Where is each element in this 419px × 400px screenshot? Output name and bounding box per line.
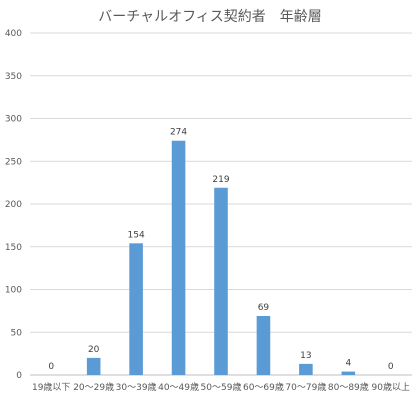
- data-label: 0: [48, 362, 54, 372]
- bar-7: [341, 371, 356, 375]
- bars: [86, 140, 356, 375]
- data-label: 20: [88, 345, 100, 355]
- data-label: 4: [345, 359, 351, 369]
- bar-1: [86, 357, 101, 375]
- category-label: 30～39歳: [116, 381, 157, 393]
- category-label: 40～49歳: [158, 381, 199, 393]
- y-tick-label: 300: [5, 115, 22, 125]
- bar-2: [129, 243, 143, 375]
- bar-6: [299, 363, 313, 375]
- y-tick-label: 250: [5, 157, 22, 167]
- y-tick-label: 350: [5, 72, 22, 82]
- y-axis-ticks: 0 50 100 150 200 250 300 350 400: [5, 29, 22, 381]
- x-axis-categories: 19歳以下 20～29歳 30～39歳 40～49歳 50～59歳 60～69歳 70～79…: [32, 381, 410, 393]
- data-label: 154: [128, 230, 145, 240]
- bar-3: [171, 140, 186, 375]
- y-tick-label: 200: [5, 200, 22, 210]
- category-label: 19歳以下: [32, 381, 70, 393]
- data-label: 274: [170, 128, 187, 138]
- bar-4: [214, 187, 228, 375]
- category-label: 90歳以上: [372, 381, 410, 393]
- category-label: 20～29歳: [73, 381, 114, 393]
- y-tick-label: 100: [5, 286, 22, 296]
- category-label: 60～69歳: [243, 381, 284, 393]
- y-tick-label: 50: [11, 328, 23, 338]
- category-label: 80～89歳: [328, 381, 369, 393]
- category-label: 70～79歳: [285, 381, 326, 393]
- category-label: 50～59歳: [201, 381, 242, 393]
- data-label: 0: [388, 362, 394, 372]
- y-tick-label: 150: [5, 243, 22, 253]
- data-label: 69: [258, 303, 270, 313]
- data-labels: 0 20 154 274 219 69 13 4 0: [48, 128, 394, 372]
- y-tick-label: 0: [16, 371, 22, 381]
- y-tick-label: 400: [5, 29, 22, 39]
- data-label: 13: [300, 351, 311, 361]
- bar-5: [256, 316, 271, 375]
- chart-title: バーチャルオフィス契約者 年齢層: [98, 9, 322, 25]
- data-label: 219: [212, 175, 229, 185]
